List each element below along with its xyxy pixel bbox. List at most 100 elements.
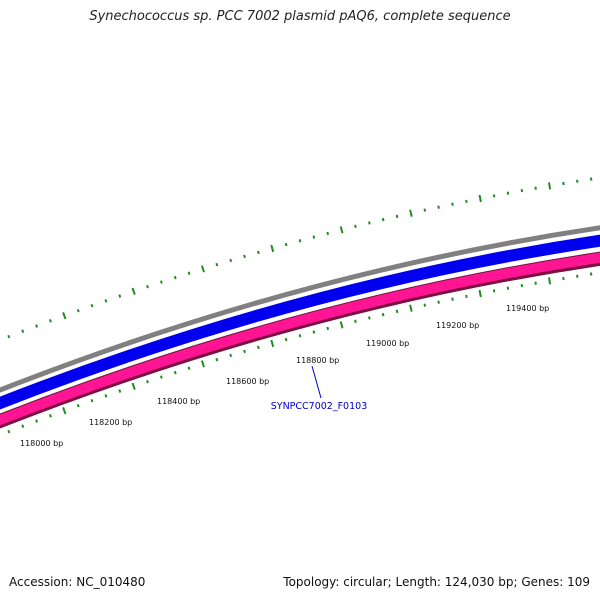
lower-minor-tick	[215, 357, 219, 362]
lower-minor-tick	[381, 312, 385, 317]
lower-minor-tick	[7, 429, 11, 434]
upper-major-tick	[339, 226, 344, 234]
upper-minor-tick	[354, 224, 357, 229]
upper-major-tick	[200, 265, 205, 273]
lower-minor-tick	[298, 334, 302, 338]
lower-major-tick	[200, 360, 205, 368]
gene-label-leader-line	[311, 365, 322, 399]
lower-minor-tick	[395, 309, 399, 314]
lower-minor-tick	[562, 276, 565, 281]
upper-minor-tick	[451, 202, 454, 206]
upper-minor-tick	[215, 262, 219, 267]
upper-minor-tick	[173, 275, 177, 280]
lower-major-tick	[478, 289, 482, 298]
lower-minor-tick	[326, 326, 330, 331]
upper-minor-tick	[35, 324, 39, 328]
upper-minor-tick	[312, 235, 316, 239]
upper-minor-tick	[589, 177, 593, 181]
lower-minor-tick	[534, 281, 537, 285]
upper-minor-tick	[506, 191, 510, 195]
upper-major-tick	[270, 244, 275, 253]
upper-major-tick	[478, 194, 482, 203]
upper-minor-tick	[576, 179, 579, 183]
lower-major-tick	[409, 304, 413, 312]
upper-minor-tick	[21, 329, 25, 333]
scale-label: 119000 bp	[366, 339, 409, 348]
lower-major-tick	[131, 382, 136, 390]
scale-label: 118600 bp	[226, 377, 269, 386]
lower-minor-tick	[520, 284, 524, 288]
lower-minor-tick	[506, 286, 510, 290]
lower-minor-tick	[576, 274, 579, 278]
lower-minor-tick	[368, 316, 371, 320]
upper-minor-tick	[7, 334, 11, 339]
upper-minor-tick	[159, 280, 163, 284]
upper-major-tick	[62, 312, 67, 320]
upper-minor-tick	[534, 186, 537, 190]
upper-major-tick	[409, 209, 413, 217]
lower-minor-tick	[76, 403, 80, 408]
upper-minor-tick	[437, 205, 440, 209]
upper-minor-tick	[368, 221, 371, 225]
lower-minor-tick	[589, 272, 593, 276]
lower-minor-tick	[146, 379, 149, 384]
lower-minor-tick	[243, 349, 246, 354]
scale-label: 119200 bp	[436, 321, 479, 330]
scale-label: 118000 bp	[20, 439, 63, 448]
lower-minor-tick	[354, 319, 357, 324]
lower-major-tick	[62, 407, 67, 415]
scale-label: 119400 bp	[506, 304, 549, 313]
lower-minor-tick	[173, 370, 177, 375]
upper-minor-tick	[284, 242, 288, 247]
lower-minor-tick	[35, 419, 39, 423]
lower-minor-tick	[187, 366, 191, 370]
lower-minor-tick	[90, 398, 94, 403]
upper-minor-tick	[465, 199, 468, 204]
lower-minor-tick	[312, 330, 316, 334]
scale-labels: 118000 bp 118200 bp 118400 bp 118600 bp 1188…	[20, 304, 549, 448]
reverse-strand-feature[interactable]	[0, 252, 600, 426]
upper-minor-tick	[48, 319, 52, 323]
lower-minor-tick	[451, 297, 454, 301]
scale-label: 118800 bp	[296, 356, 339, 365]
lower-minor-tick	[21, 424, 25, 428]
upper-minor-tick	[492, 194, 496, 198]
backbone-track	[0, 225, 600, 393]
upper-minor-tick	[243, 254, 246, 259]
lower-minor-tick	[284, 337, 288, 342]
map-title: Synechococcus sp. PCC 7002 plasmid pAQ6,…	[89, 9, 511, 24]
lower-minor-tick	[48, 414, 52, 418]
upper-minor-tick	[520, 189, 524, 193]
lower-minor-tick	[465, 294, 468, 299]
lower-minor-tick	[159, 375, 163, 379]
lower-minor-tick	[492, 289, 496, 293]
lower-minor-tick	[229, 353, 233, 358]
upper-major-tick	[548, 182, 552, 190]
upper-minor-tick	[104, 299, 108, 303]
accession-text: Accession: NC_010480	[9, 575, 146, 589]
upper-minor-tick	[562, 181, 565, 186]
forward-strand-feature[interactable]	[0, 234, 600, 410]
scale-label: 118400 bp	[157, 397, 200, 406]
lower-major-tick	[339, 321, 344, 329]
lower-minor-tick	[118, 389, 122, 393]
upper-minor-tick	[146, 284, 149, 289]
upper-minor-tick	[118, 294, 122, 298]
upper-minor-tick	[229, 258, 233, 263]
upper-minor-tick	[257, 250, 260, 255]
upper-minor-tick	[381, 217, 385, 222]
upper-minor-tick	[76, 308, 80, 313]
gene-label[interactable]: SYNPCC7002_F0103	[271, 401, 368, 412]
upper-minor-tick	[90, 303, 94, 308]
scale-label: 118200 bp	[89, 418, 132, 427]
lower-minor-tick	[437, 300, 440, 304]
lower-major-tick	[270, 339, 275, 348]
upper-minor-tick	[423, 208, 427, 212]
upper-tick-track	[7, 177, 593, 339]
upper-major-tick	[131, 287, 136, 295]
lower-major-tick	[548, 277, 552, 285]
upper-minor-tick	[326, 231, 330, 236]
topology-summary-text: Topology: circular; Length: 124,030 bp; …	[283, 575, 590, 589]
